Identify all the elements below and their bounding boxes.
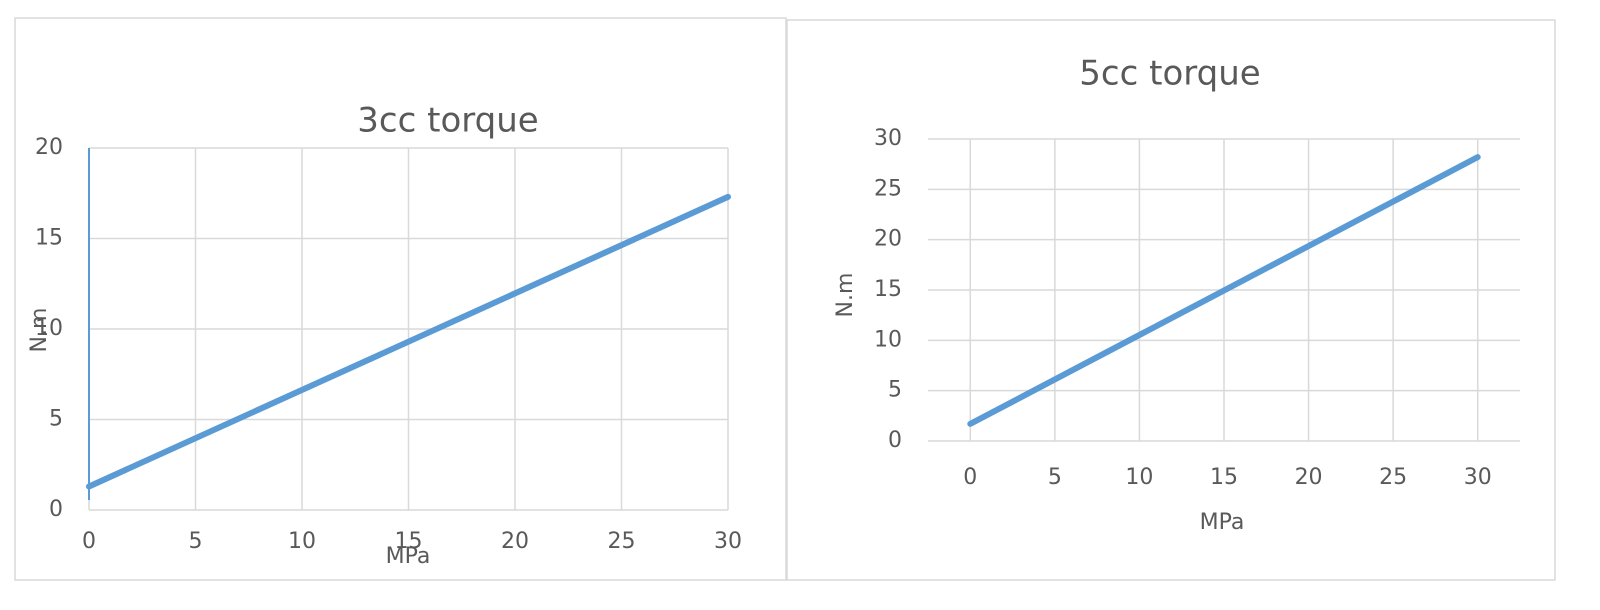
- x-tick-label: 20: [501, 529, 529, 554]
- y-tick-label: 15: [35, 226, 63, 251]
- x-tick-label: 10: [288, 529, 316, 554]
- y-tick-label: 30: [874, 126, 902, 151]
- y-tick-label: 20: [874, 227, 902, 252]
- x-tick-label: 0: [963, 465, 977, 490]
- y-axis-label: N.m: [833, 273, 858, 318]
- x-tick-label: 0: [82, 529, 96, 554]
- x-tick-label: 25: [1379, 465, 1407, 490]
- x-tick-label: 15: [1210, 465, 1238, 490]
- y-tick-label: 10: [35, 316, 63, 341]
- x-tick-label: 30: [714, 529, 742, 554]
- x-tick-label: 25: [608, 529, 636, 554]
- x-tick-label: 10: [1125, 465, 1153, 490]
- y-tick-label: 20: [35, 135, 63, 160]
- y-tick-label: 10: [874, 327, 902, 352]
- y-tick-label: 0: [49, 497, 63, 522]
- chart-title: 3cc torque: [357, 101, 538, 141]
- y-tick-label: 5: [49, 407, 63, 432]
- x-axis-label: MPa: [1200, 510, 1245, 535]
- y-tick-label: 15: [874, 277, 902, 302]
- chart-title: 5cc torque: [1079, 54, 1260, 94]
- y-tick-label: 25: [874, 176, 902, 201]
- chart-frame: [14, 17, 787, 581]
- x-tick-label: 5: [1048, 465, 1062, 490]
- x-tick-label: 30: [1464, 465, 1492, 490]
- x-tick-label: 15: [395, 529, 423, 554]
- y-axis-label: N.m: [27, 308, 52, 353]
- chart-frame: [786, 19, 1556, 581]
- data-line: [86, 193, 731, 490]
- data-line: [967, 154, 1481, 427]
- x-tick-label: 5: [189, 529, 203, 554]
- y-tick-label: 0: [888, 428, 902, 453]
- x-axis-label: MPa: [386, 544, 431, 569]
- x-tick-label: 20: [1295, 465, 1323, 490]
- y-tick-label: 5: [888, 378, 902, 403]
